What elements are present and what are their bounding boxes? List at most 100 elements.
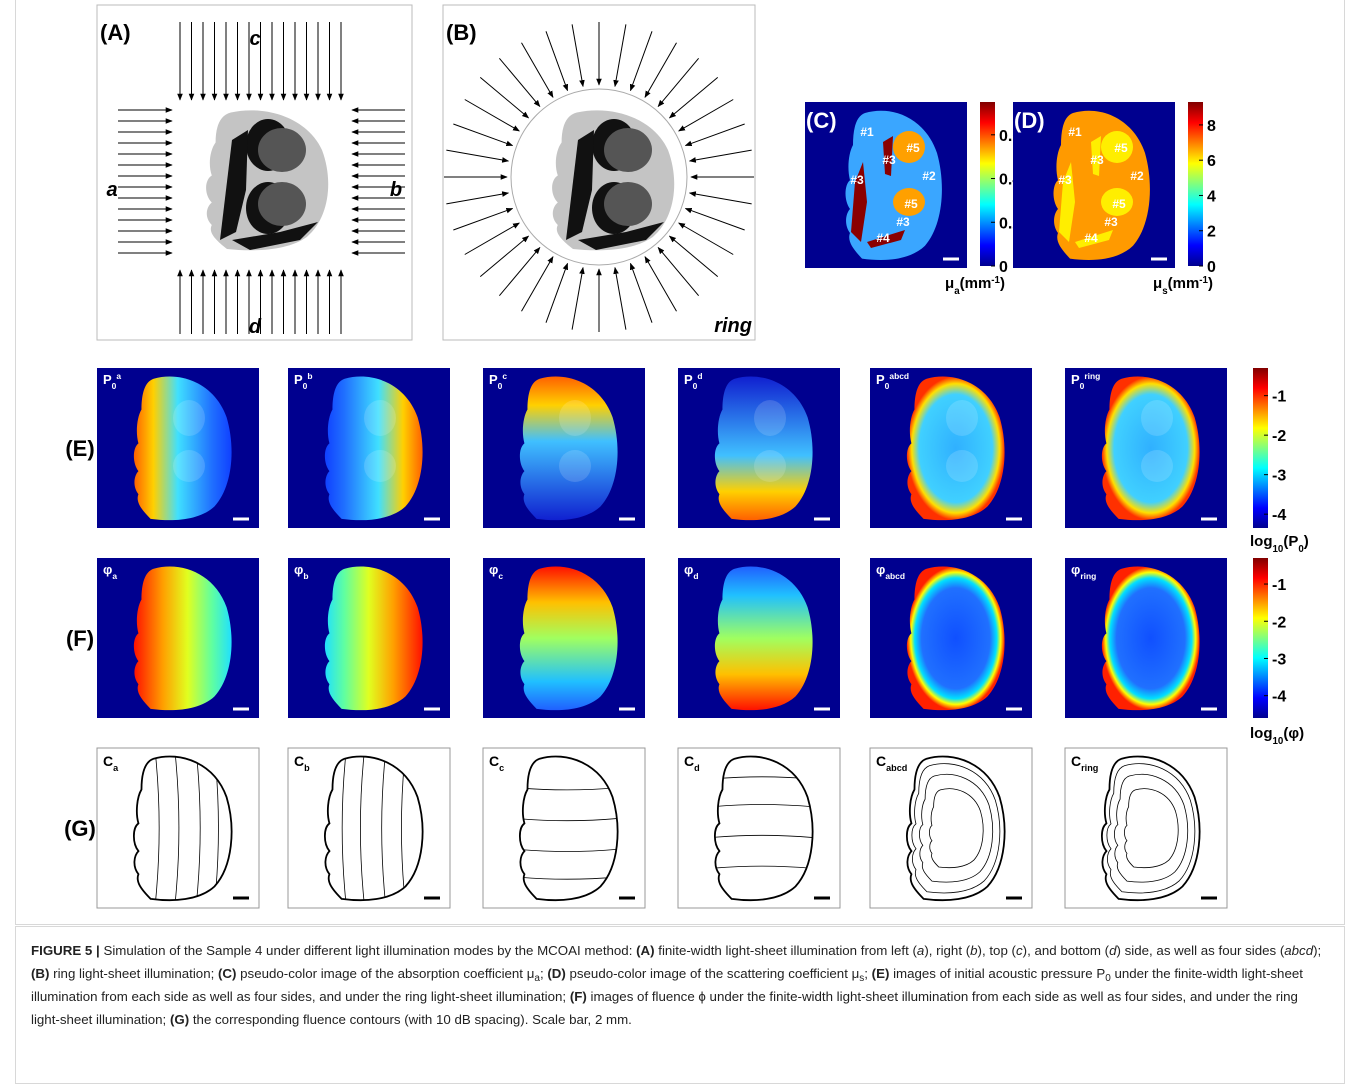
arrow xyxy=(690,150,752,161)
mode-label: ring xyxy=(714,315,752,337)
colorbar-tick-label: -1 xyxy=(1272,577,1286,594)
label-run: C xyxy=(489,753,499,769)
caption-run: (B) xyxy=(31,966,49,981)
panel-a-image xyxy=(206,110,328,250)
caption-run: finite-width light-sheet illumination fr… xyxy=(655,943,917,958)
caption-run: ring light-sheet illumination; xyxy=(49,966,218,981)
panel-label: (D) xyxy=(1014,108,1045,133)
arrow xyxy=(480,77,528,117)
inclusion xyxy=(258,182,306,226)
inclusion xyxy=(946,400,978,436)
label-run: φ xyxy=(684,562,693,577)
caption-run: b xyxy=(970,943,977,958)
caption-run: (E) xyxy=(872,966,890,981)
caption: FIGURE 5 | Simulation of the Sample 4 un… xyxy=(15,926,1345,1084)
row-label: (G) xyxy=(64,816,96,841)
caption-run: (D) xyxy=(547,966,565,981)
arrow xyxy=(446,150,508,161)
label-run: 10 xyxy=(1273,736,1284,747)
page: Figure 5 {"panel_a": {"label": "(A)", "t… xyxy=(0,0,1360,1085)
label-run: 10 xyxy=(1273,544,1284,555)
row-label: (F) xyxy=(66,626,94,651)
label-run: log xyxy=(1250,725,1273,742)
label-run: 0 xyxy=(303,381,308,391)
image-frame xyxy=(288,748,450,908)
label-run: (P xyxy=(1283,533,1298,550)
caption-run: ; xyxy=(864,966,871,981)
colorbar-tick-label: -3 xyxy=(1272,651,1286,668)
label-run: c xyxy=(499,763,504,773)
label-run: d xyxy=(694,763,700,773)
region-label: #3 xyxy=(882,153,896,167)
arrow xyxy=(572,24,583,86)
label-run: c xyxy=(502,371,507,381)
region-label: #1 xyxy=(860,125,874,139)
label-run: b xyxy=(304,763,310,773)
caption-run: ), top ( xyxy=(978,943,1016,958)
arrow xyxy=(630,263,652,322)
label-run: (φ) xyxy=(1283,725,1304,742)
arrow xyxy=(685,124,744,146)
inclusion xyxy=(173,450,205,482)
arrow xyxy=(499,58,539,106)
colorbar-tick-label: 6 xyxy=(1207,153,1216,170)
colorbar xyxy=(1253,368,1268,528)
colorbar-tick-label: -4 xyxy=(1272,689,1286,706)
arrow xyxy=(572,268,583,330)
label-run: C xyxy=(684,753,694,769)
label-run: a xyxy=(112,571,117,581)
label-run: ) xyxy=(1304,533,1309,550)
inclusion xyxy=(258,128,306,172)
arrow xyxy=(615,268,626,330)
caption-run: c xyxy=(1016,943,1023,958)
colorbar-tick-label: -2 xyxy=(1272,428,1286,445)
label-run: C xyxy=(1071,753,1081,769)
caption-run: (G) xyxy=(170,1012,189,1027)
side-label: a xyxy=(106,179,117,201)
label-run: 0 xyxy=(693,381,698,391)
arrow xyxy=(658,247,698,295)
region-label: #2 xyxy=(922,169,936,183)
colorbar xyxy=(1253,558,1268,718)
label-run: C xyxy=(876,753,886,769)
region-label: #3 xyxy=(850,173,864,187)
arrow xyxy=(465,100,520,132)
label-run: μ xyxy=(945,275,954,292)
label-run: ) xyxy=(1000,275,1005,292)
rich-label: μs(mm-1) xyxy=(1153,275,1213,297)
region-label: #5 xyxy=(906,141,920,155)
arrow xyxy=(658,58,698,106)
caption-run: ); xyxy=(1313,943,1321,958)
label-run: μ xyxy=(1153,275,1162,292)
label-run: P xyxy=(103,372,112,387)
panel-label: (C) xyxy=(806,108,837,133)
caption-run: ) side, as well as four sides ( xyxy=(1117,943,1285,958)
label-run: 0 xyxy=(498,381,503,391)
colorbar-tick-label: 0 xyxy=(1207,259,1216,276)
caption-run: Simulation of the Sample 4 under differe… xyxy=(100,943,636,958)
label-run: ) xyxy=(1208,275,1213,292)
label-run: P xyxy=(489,372,498,387)
label-run: c xyxy=(498,571,503,581)
label-run: b xyxy=(303,571,308,581)
panel-b-image xyxy=(511,89,687,265)
arrow xyxy=(645,43,677,98)
region-label: #2 xyxy=(1130,169,1144,183)
region-label: #5 xyxy=(1114,141,1128,155)
label-run: C xyxy=(294,753,304,769)
arrow xyxy=(685,208,744,230)
region-label: #1 xyxy=(1068,125,1082,139)
region-label: #3 xyxy=(896,215,910,229)
label-run: d xyxy=(697,371,702,381)
side-label: d xyxy=(249,316,262,338)
inclusion xyxy=(1141,400,1173,436)
colorbar xyxy=(1188,102,1203,266)
label-run: C xyxy=(103,753,113,769)
colorbar-tick-label: 2 xyxy=(1207,224,1216,241)
image-frame xyxy=(678,748,840,908)
label-run: b xyxy=(307,371,312,381)
inclusion xyxy=(364,400,396,436)
caption-run: FIGURE 5 | xyxy=(31,943,100,958)
label-run: ring xyxy=(1080,571,1096,581)
arrow xyxy=(453,208,512,230)
